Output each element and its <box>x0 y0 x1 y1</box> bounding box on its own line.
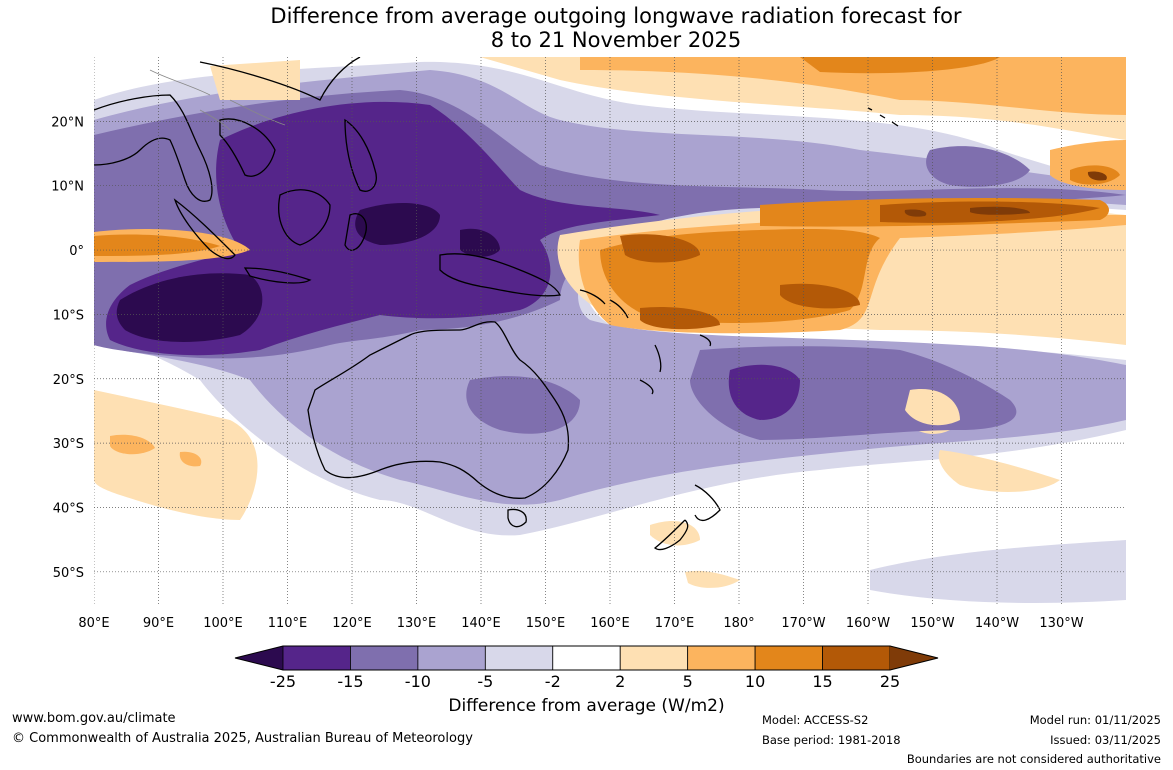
sumatra-coast <box>173 198 236 260</box>
footer-url-link[interactable]: www.bom.gov.au/climate <box>12 711 176 726</box>
latitude-tick-label: 10°S <box>53 308 84 323</box>
latitude-tick-label: 30°S <box>53 437 84 452</box>
colorbar-tick-label: -2 <box>544 672 561 691</box>
longitude-tick-label: 80°E <box>78 616 109 631</box>
coastlines <box>94 57 899 551</box>
australia-coast <box>307 321 570 499</box>
latitude-axis: 20°N 10°N 0° 10°S 20°S 30°S 40°S 50°S <box>51 115 84 580</box>
latitude-tick-label: 10°N <box>51 180 84 195</box>
longitude-tick-label: 140°E <box>461 616 501 631</box>
longitude-axis: 80°E 90°E 100°E 110°E 120°E 130°E 140°E 150°E 16… <box>78 616 1083 631</box>
colorbar-tick-label: 25 <box>879 672 901 691</box>
colorbar-tick-label: 2 <box>615 672 626 691</box>
map-field <box>94 57 1126 604</box>
country-borders <box>149 69 286 131</box>
footer-model-run: Model run: 01/11/2025 <box>1029 713 1161 727</box>
longitude-tick-label: 140°W <box>975 616 1019 631</box>
longitude-tick-label: 120°E <box>332 616 372 631</box>
sulawesi-coast <box>344 213 367 251</box>
new-guinea-coast <box>439 253 561 297</box>
colorbar-upper-extension <box>890 646 938 670</box>
longitude-tick-label: 170°W <box>781 616 825 631</box>
title-line-2: 8 to 21 November 2025 <box>490 28 742 52</box>
asia-coast <box>94 94 213 202</box>
longitude-tick-label: 110°E <box>268 616 308 631</box>
hawaii <box>867 107 899 127</box>
colorbar-swatch <box>687 645 756 671</box>
colorbar-tick-label: -10 <box>404 672 431 691</box>
colorbar-tick-label: -25 <box>269 672 297 691</box>
longitude-tick-label: 170°E <box>655 616 695 631</box>
colorbar-lower-extension <box>235 646 283 670</box>
new-caledonia <box>639 379 654 395</box>
longitude-tick-label: 180° <box>723 616 754 631</box>
colorbar-swatch <box>417 645 486 671</box>
footer-model: Model: ACCESS-S2 <box>762 713 869 727</box>
latitude-tick-label: 0° <box>69 244 84 259</box>
latitude-tick-label: 40°S <box>53 501 84 516</box>
longitude-tick-label: 130°E <box>397 616 437 631</box>
longitude-tick-label: 130°W <box>1039 616 1083 631</box>
colorbar-swatch <box>552 645 621 671</box>
anomaly-band-above-25 <box>904 171 1107 217</box>
latitude-tick-label: 20°S <box>53 373 84 388</box>
colorbar-swatch <box>619 645 689 671</box>
colorbar-tick-label: -15 <box>337 672 364 691</box>
colorbar-swatch <box>822 645 891 671</box>
tasmania-coast <box>507 508 527 528</box>
colorbar-title: Difference from average (W/m2) <box>448 696 725 716</box>
longitude-tick-label: 100°E <box>203 616 243 631</box>
new-zealand-coast <box>653 484 721 551</box>
colorbar-swatch <box>350 645 419 671</box>
colorbar-tick-label: 5 <box>682 672 693 691</box>
footer-issued: Issued: 03/11/2025 <box>1050 733 1161 747</box>
colorbar <box>234 645 939 671</box>
anomaly-band-below-minus25 <box>116 203 500 342</box>
gridlines <box>94 57 1126 604</box>
footer-disclaimer: Boundaries are not considered authoritat… <box>906 752 1161 766</box>
indochina-coast <box>219 118 276 177</box>
philippines-coast <box>344 118 377 192</box>
vanuatu-fiji <box>654 334 712 373</box>
solomon-islands <box>579 289 629 319</box>
longitude-tick-label: 90°E <box>143 616 174 631</box>
title-line-1: Difference from average outgoing longwav… <box>270 4 962 28</box>
colorbar-tick-label: 15 <box>812 672 833 691</box>
longitude-tick-label: 150°E <box>526 616 566 631</box>
java-coast <box>243 267 312 284</box>
longitude-tick-label: 150°W <box>910 616 954 631</box>
colorbar-tick-label: -5 <box>477 672 494 691</box>
latitude-tick-label: 20°N <box>51 115 84 130</box>
chart-title: Difference from average outgoing longwav… <box>0 4 1173 52</box>
footer-copyright: © Commonwealth of Australia 2025, Austra… <box>12 731 473 746</box>
colorbar-tick-label: 10 <box>744 672 766 691</box>
longitude-tick-label: 160°W <box>846 616 890 631</box>
borneo-coast <box>278 189 331 246</box>
footer-base-period: Base period: 1981-2018 <box>762 733 901 747</box>
colorbar-swatch <box>282 645 351 671</box>
longitude-tick-label: 160°E <box>590 616 630 631</box>
latitude-tick-label: 50°S <box>53 566 84 581</box>
colorbar-swatch <box>484 645 554 671</box>
asia-north-coast <box>199 57 361 101</box>
colorbar-swatch <box>754 645 823 671</box>
